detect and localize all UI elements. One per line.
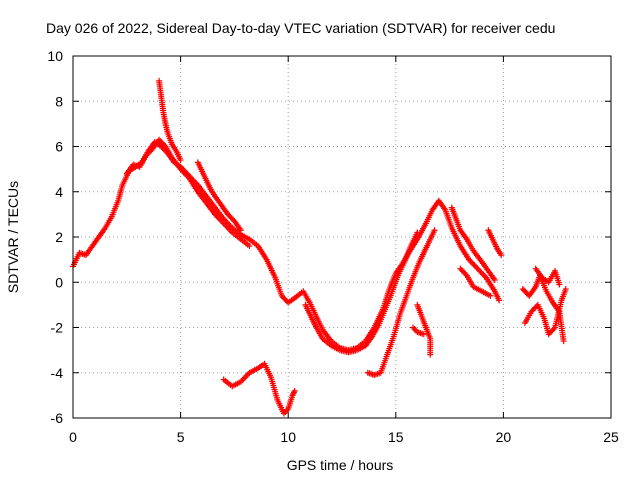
data-markers bbox=[70, 77, 569, 417]
data-point-marker bbox=[161, 142, 168, 149]
x-tick-label: 5 bbox=[177, 429, 185, 445]
series-post-peak-a bbox=[448, 204, 498, 283]
x-tick-label: 0 bbox=[69, 429, 77, 445]
y-tick-label: -6 bbox=[51, 410, 64, 426]
y-tick-label: -4 bbox=[51, 365, 64, 381]
data-point-marker bbox=[462, 271, 469, 278]
series-side-branch bbox=[194, 159, 244, 234]
series-small-dash bbox=[410, 324, 427, 338]
data-point-marker bbox=[487, 292, 494, 299]
y-axis-label: SDTVAR / TECUs bbox=[5, 181, 21, 293]
grid-lines bbox=[73, 56, 611, 418]
series-right-cluster-c bbox=[532, 265, 563, 288]
x-axis-label: GPS time / hours bbox=[287, 457, 394, 473]
series-main-track bbox=[70, 138, 503, 354]
y-tick-label: 4 bbox=[55, 184, 63, 200]
series-spike bbox=[156, 77, 184, 164]
x-tick-label: 25 bbox=[603, 429, 619, 445]
y-tick-label: -2 bbox=[51, 320, 64, 336]
data-point-marker bbox=[427, 351, 434, 358]
series-mid-drop bbox=[414, 301, 434, 358]
y-tick-label: 10 bbox=[47, 48, 63, 64]
data-point-marker bbox=[550, 325, 557, 332]
data-point-marker bbox=[237, 227, 244, 234]
data-point-marker bbox=[177, 157, 184, 164]
series-post-peak-c bbox=[485, 227, 505, 259]
data-point-marker bbox=[414, 229, 421, 236]
series-lower-branch bbox=[302, 229, 421, 356]
x-tick-label: 15 bbox=[388, 429, 404, 445]
series-upper-band bbox=[123, 136, 253, 250]
data-point-marker bbox=[246, 243, 253, 250]
data-point-marker bbox=[560, 338, 567, 345]
data-point-marker bbox=[491, 276, 498, 283]
series-right-cluster-b bbox=[521, 286, 569, 338]
data-point-marker bbox=[420, 331, 427, 338]
series-post-peak-b bbox=[457, 265, 494, 299]
y-tick-label: 6 bbox=[55, 139, 63, 155]
chart-title: Day 026 of 2022, Sidereal Day-to-day VTE… bbox=[46, 20, 555, 36]
x-tick-label: 10 bbox=[280, 429, 296, 445]
x-axis-ticks: 0 5 10 15 20 25 bbox=[69, 56, 619, 445]
y-tick-label: 2 bbox=[55, 229, 63, 245]
y-tick-label: 0 bbox=[55, 274, 63, 290]
x-tick-label: 20 bbox=[496, 429, 512, 445]
data-point-marker bbox=[498, 252, 505, 259]
data-point-marker bbox=[562, 286, 569, 293]
data-point-marker bbox=[556, 281, 563, 288]
data-point-marker bbox=[291, 387, 298, 394]
series-deep-dip bbox=[364, 227, 438, 379]
data-point-marker bbox=[431, 227, 438, 234]
data-point-marker bbox=[496, 297, 503, 304]
y-tick-label: 8 bbox=[55, 93, 63, 109]
series-low-arc bbox=[220, 360, 298, 417]
y-axis-ticks: -6 -4 -2 0 2 4 6 8 10 bbox=[47, 48, 611, 426]
